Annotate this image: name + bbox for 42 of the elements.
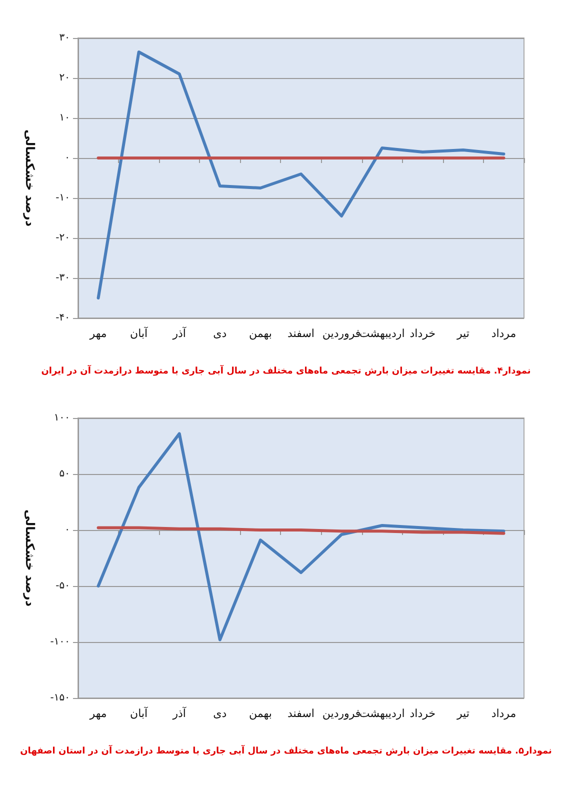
x-tick-label: اسفند <box>288 707 314 720</box>
text: نمودار۴. مقایسه تغییرات میزان بارش تجمعی ماه‌های مختلف در سال آبی جاری با متوسط درازمدت آن در ایران <box>41 364 531 376</box>
x-tick-label: خرداد <box>410 707 436 720</box>
x-tick-label: آبان <box>130 706 149 720</box>
y-axis-title: درصد خشکسالی <box>23 510 37 606</box>
x-tick-label: آذر <box>172 706 187 720</box>
y-tick-label: -۵۰ <box>56 580 70 592</box>
y-tick-label: ۲۰ <box>59 72 70 84</box>
y-tick-label: ۰ <box>64 152 70 164</box>
x-tick-label: دی <box>213 707 227 720</box>
x-tick-label: آذر <box>172 326 187 340</box>
x-tick-label: اردیبهشت <box>359 707 405 720</box>
y-tick-label: ۵۰ <box>59 468 70 480</box>
line-series <box>96 432 506 642</box>
y-tick-label: ۰ <box>64 524 70 536</box>
x-tick-label: مهر <box>88 707 107 720</box>
text: نمودار۵. مقایسه تغییرات میزان بارش تجمعی ماه‌های مختلف در سال آبی جاری با متوسط درازمدت آن در استان اصفهان <box>20 744 552 756</box>
x-tick-label: اسفند <box>288 327 314 340</box>
x-tick-label: بهمن <box>249 327 272 340</box>
x-tick-label: مرداد <box>491 327 516 340</box>
x-tick-label: دی <box>213 327 227 340</box>
y-tick-label: ۳۰ <box>59 32 70 44</box>
x-tick-label: فروردین <box>322 707 361 720</box>
y-axis-title: درصد خشکسالی <box>23 130 37 226</box>
y-tick-label: -۳۰ <box>56 272 70 284</box>
y-tick-label: -۱۰۰ <box>50 636 70 648</box>
x-tick-label: اردیبهشت <box>359 327 405 340</box>
y-tick-label: -۱۰ <box>56 192 70 204</box>
x-tick-label: بهمن <box>249 707 272 720</box>
x-tick-label: مهر <box>88 327 107 340</box>
x-tick-label: تیر <box>456 327 470 340</box>
x-tick-label: مرداد <box>491 707 516 720</box>
y-tick-label: -۲۰ <box>56 232 70 244</box>
x-tick-label: خرداد <box>410 327 436 340</box>
line-series <box>96 50 506 300</box>
y-tick-label: ۱۰ <box>59 112 70 124</box>
y-tick-label: -۱۵۰ <box>50 692 70 704</box>
x-tick-label: فروردین <box>322 327 361 340</box>
y-tick-label: ۱۰۰ <box>54 412 70 424</box>
y-tick-label: -۴۰ <box>56 312 70 324</box>
x-tick-label: تیر <box>456 707 470 720</box>
x-tick-label: آبان <box>130 326 149 340</box>
